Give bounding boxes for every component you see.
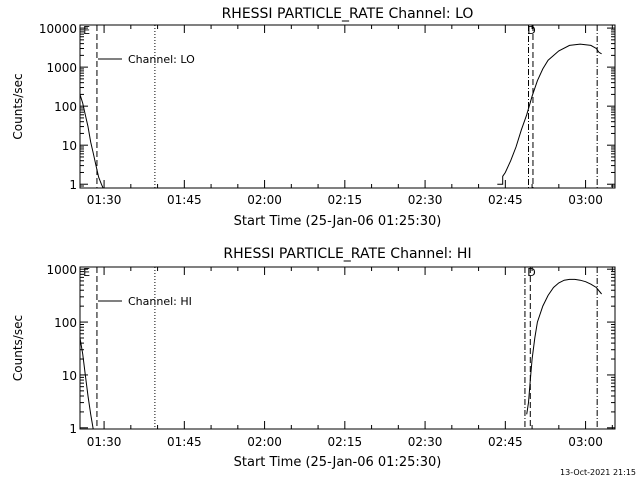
event-marker-label: E [83, 266, 90, 279]
y-tick-label: 10 [62, 139, 77, 153]
y-tick-label: 100 [54, 316, 77, 330]
x-tick-label: 01:30 [87, 193, 122, 207]
rate-series-line [80, 94, 104, 188]
x-tick-label: 03:00 [568, 193, 603, 207]
x-tick-label: 02:30 [408, 435, 443, 449]
x-tick-label: 02:00 [247, 193, 282, 207]
y-tick-label: 1000 [46, 263, 77, 277]
x-tick-label: 02:45 [488, 435, 523, 449]
x-tick-label: 02:15 [328, 193, 363, 207]
x-tick-label: 03:00 [568, 435, 603, 449]
legend-label: Channel: HI [128, 295, 192, 308]
chart-panel-1: RHESSI PARTICLE_RATE Channel: HI 1 10 100 10… [11, 246, 616, 470]
event-marker-label: D [527, 266, 535, 279]
x-tick-label: 02:30 [408, 193, 443, 207]
chart-title: RHESSI PARTICLE_RATE Channel: HI [223, 246, 471, 262]
x-axis-label: Start Time (25-Jan-06 01:25:30) [234, 214, 442, 229]
x-tick-label: 01:30 [87, 435, 122, 449]
x-tick-label: 02:00 [247, 435, 282, 449]
legend-label: Channel: LO [128, 53, 195, 66]
x-tick-label: 01:45 [167, 193, 202, 207]
y-axis-label: Counts/sec [11, 73, 25, 139]
y-tick-label: 1000 [46, 61, 77, 75]
y-tick-label: 10000 [39, 22, 77, 36]
event-marker-label: E [83, 24, 90, 37]
event-marker-label: D [527, 24, 535, 37]
plot-frame [79, 266, 616, 430]
x-tick-label: 02:45 [488, 193, 523, 207]
x-tick-label: 02:15 [328, 435, 363, 449]
plot-frame [79, 24, 616, 189]
y-tick-label: 1 [69, 178, 77, 192]
x-axis-label: Start Time (25-Jan-06 01:25:30) [234, 455, 442, 470]
y-axis-label: Counts/sec [11, 315, 25, 381]
x-tick-label: 01:45 [167, 435, 202, 449]
chart-panel-0: RHESSI PARTICLE_RATE Channel: LO 1 10 100 10… [11, 6, 616, 229]
y-tick-label: 10 [62, 369, 77, 383]
footer-timestamp: 13-Oct-2021 21:15 [560, 468, 636, 477]
rate-series-line [80, 337, 94, 429]
chart-title: RHESSI PARTICLE_RATE Channel: LO [222, 6, 474, 22]
rate-series-line [497, 43, 602, 185]
y-tick-label: 100 [54, 100, 77, 114]
y-tick-label: 1 [69, 422, 77, 436]
rate-series-line [526, 278, 602, 415]
